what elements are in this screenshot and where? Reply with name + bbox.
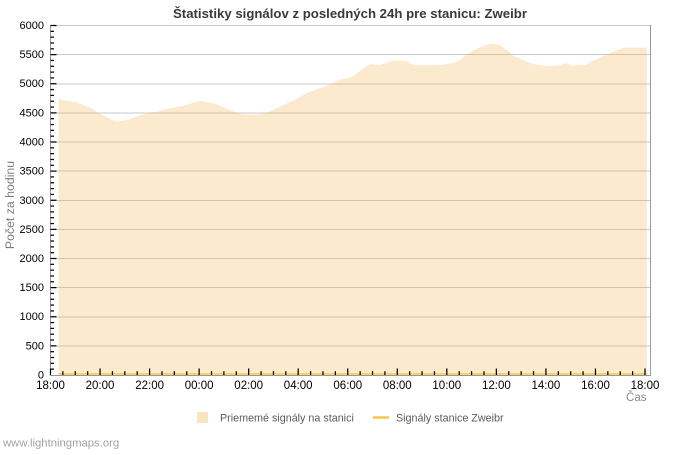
- svg-text:18:00: 18:00: [36, 380, 65, 392]
- svg-text:16:00: 16:00: [581, 380, 610, 392]
- svg-text:Štatistiky signálov z posledný: Štatistiky signálov z posledných 24h pre…: [173, 6, 527, 21]
- svg-text:500: 500: [26, 340, 44, 352]
- svg-text:06:00: 06:00: [333, 380, 362, 392]
- svg-text:18:00: 18:00: [631, 380, 660, 392]
- svg-text:20:00: 20:00: [86, 380, 115, 392]
- svg-text:2000: 2000: [20, 253, 44, 265]
- svg-text:6000: 6000: [20, 20, 44, 32]
- svg-text:0: 0: [38, 370, 44, 382]
- svg-text:Počet za hodinu: Počet za hodinu: [3, 161, 17, 249]
- svg-text:2500: 2500: [20, 224, 44, 236]
- svg-text:1500: 1500: [20, 282, 44, 294]
- svg-text:Čas: Čas: [626, 391, 647, 404]
- svg-text:10:00: 10:00: [432, 380, 461, 392]
- svg-text:4000: 4000: [20, 137, 44, 149]
- svg-text:04:00: 04:00: [284, 380, 313, 392]
- svg-text:3500: 3500: [20, 166, 44, 178]
- svg-text:1000: 1000: [20, 311, 44, 323]
- svg-text:14:00: 14:00: [532, 380, 561, 392]
- svg-text:www.lightningmaps.org: www.lightningmaps.org: [2, 438, 119, 450]
- svg-text:3000: 3000: [20, 195, 44, 207]
- svg-text:12:00: 12:00: [482, 380, 511, 392]
- svg-text:08:00: 08:00: [383, 380, 412, 392]
- svg-text:5500: 5500: [20, 49, 44, 61]
- svg-text:5000: 5000: [20, 78, 44, 90]
- svg-text:4500: 4500: [20, 107, 44, 119]
- svg-text:22:00: 22:00: [135, 380, 164, 392]
- svg-text:00:00: 00:00: [185, 380, 214, 392]
- svg-text:02:00: 02:00: [234, 380, 263, 392]
- svg-text:Signály stanice Zweibr: Signály stanice Zweibr: [396, 413, 504, 425]
- svg-text:Priememé signály na stanici: Priememé signály na stanici: [220, 413, 354, 425]
